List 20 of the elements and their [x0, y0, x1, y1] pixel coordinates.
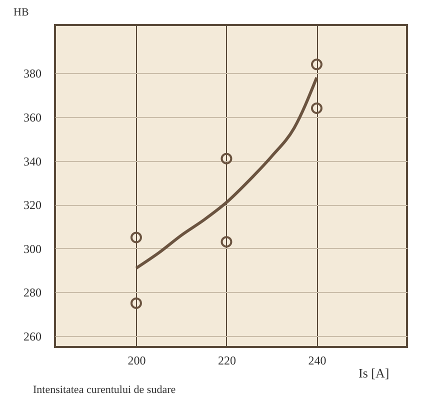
x-tick-label: 200	[128, 354, 146, 368]
x-axis-title: Is [A]	[358, 366, 390, 380]
y-tick-label: 340	[24, 154, 42, 168]
y-tick-label: 380	[24, 66, 42, 81]
point	[220, 236, 232, 248]
point	[311, 102, 322, 114]
point	[130, 297, 142, 309]
y-tick-label: 360	[24, 110, 42, 124]
point	[130, 232, 142, 244]
point	[220, 152, 232, 164]
y-tick-label: 320	[24, 198, 42, 212]
y-tick-label: 300	[24, 242, 42, 256]
y-axis-title: HB	[14, 6, 29, 18]
y-tick-label: 280	[24, 286, 42, 300]
x-tick-label: 240	[308, 354, 326, 368]
line-series	[134, 76, 318, 270]
point	[311, 58, 322, 70]
y-tick-label: 260	[24, 330, 42, 344]
x-tick-label: 220	[218, 354, 236, 368]
text: Intensitatea curentului de sudare	[33, 384, 176, 396]
